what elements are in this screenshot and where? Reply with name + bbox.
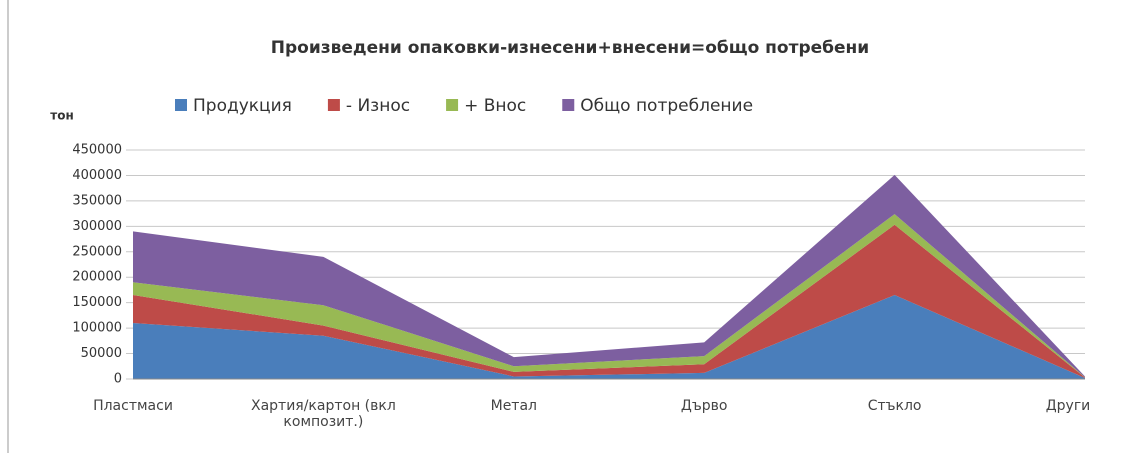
area [133,295,1085,379]
y-tick-label: 0 [114,372,122,387]
y-tick-label: 50000 [81,346,122,361]
legend-swatch [327,99,340,111]
area [133,174,1085,378]
x-tick-label: Метал [490,398,537,414]
y-tick-label: 100000 [72,321,122,336]
x-tick-label: Дърво [680,398,728,414]
legend-swatch [175,99,187,111]
legend-label: Продукция [193,96,292,116]
legend-label: + Внос [464,96,526,116]
y-tick-label: 400000 [72,168,122,183]
y-tick-label: 450000 [72,143,122,158]
x-tick-label: Други [1045,398,1091,414]
area [133,224,1085,378]
legend-label: - Износ [346,96,410,116]
y-tick-label: 200000 [72,270,122,285]
x-tick-label: Стъкло [867,398,922,414]
legend-swatch [446,99,459,111]
y-axis-label: тон [50,109,74,123]
y-tick-label: 300000 [72,219,122,234]
y-tick-label: 250000 [72,244,122,259]
y-tick-label: 350000 [72,193,122,208]
x-tick-label: Пластмаси [93,398,173,414]
legend-swatch [562,99,575,111]
chart-title: Произведени опаковки-изнесени+внесени=об… [271,38,869,58]
y-tick-label: 150000 [72,295,122,310]
x-tick-label: Хартия/картон (вкл композит.) [250,398,396,430]
legend-label: Общо потребление [580,96,753,116]
area [133,214,1085,378]
